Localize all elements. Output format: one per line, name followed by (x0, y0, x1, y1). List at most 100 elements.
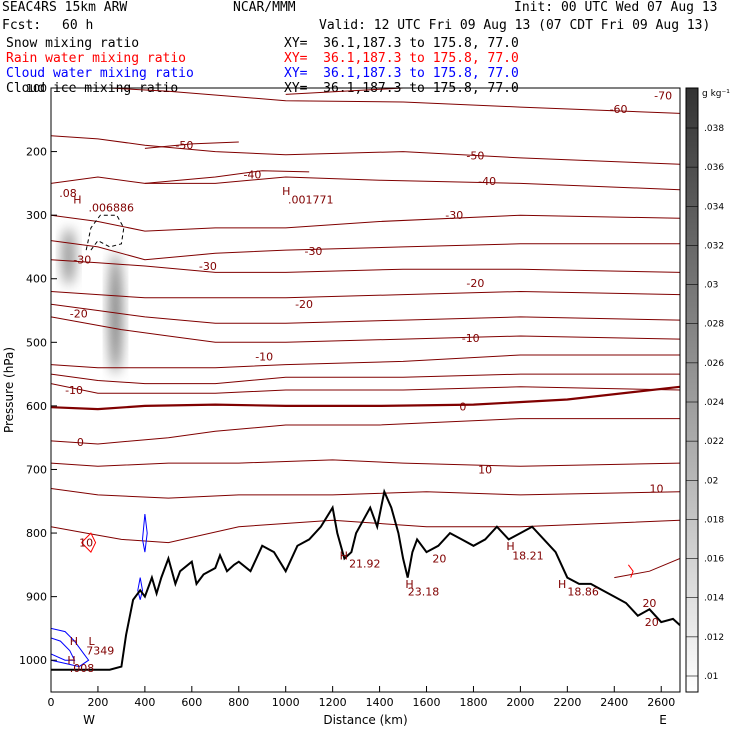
temperature-contour (100, 88, 680, 114)
y-tick-label: 100 (26, 82, 47, 95)
cloud-water-contour (142, 513, 148, 553)
colorbar-tick-label: .038 (704, 124, 724, 134)
field-xy-cloud-water: XY= 36.1,187.3 to 175.8, 77.0 (284, 66, 519, 81)
y-tick-label: 400 (26, 273, 47, 286)
y-tick-label: 900 (26, 591, 47, 604)
fcst-label: Fcst: (2, 18, 42, 33)
snow-contour (85, 214, 125, 251)
contour-label: 10 (478, 463, 492, 476)
contour-label: 0 (459, 401, 466, 414)
annotation-label: -30 (73, 254, 91, 267)
cloud-water-contour (137, 577, 144, 600)
x-tick-label: 1200 (319, 696, 347, 709)
annotation-label: .006886 (89, 202, 135, 215)
contour-label: -10 (462, 332, 480, 345)
annotation-label: H (70, 635, 78, 648)
valid-time: Valid: 12 UTC Fri 09 Aug 13 (07 CDT Fri … (319, 18, 711, 33)
colorbar-tick-label: .03 (704, 281, 718, 291)
temperature-contour (51, 316, 680, 343)
rain-contour (627, 564, 634, 578)
x-end-label-right: E (659, 713, 667, 727)
contour-label: 20 (642, 597, 656, 610)
colorbar-tick-label: .032 (704, 241, 724, 251)
x-tick-label: 2000 (506, 696, 534, 709)
temperature-contour (51, 176, 680, 191)
cloud-ice-shading (109, 253, 122, 375)
contour-label: -60 (610, 103, 628, 116)
x-tick-label: 1600 (413, 696, 441, 709)
annotation-label: 18.86 (567, 586, 599, 599)
annotation-label: H (282, 185, 290, 198)
temperature-contour (285, 88, 680, 95)
field-xy-rain: XY= 36.1,187.3 to 175.8, 77.0 (284, 51, 519, 66)
colorbar-tick-label: .014 (704, 594, 724, 604)
annotation-label: H (73, 193, 81, 206)
temperature-contour (51, 259, 680, 273)
annotation-label: 20 (432, 552, 446, 565)
colorbar-tick-label: .012 (704, 633, 724, 643)
contour-label: -20 (466, 277, 484, 290)
contour-label: -20 (70, 308, 88, 321)
temperature-contour (51, 385, 680, 411)
annotation-label: H (340, 549, 348, 562)
colorbar (685, 87, 699, 693)
annotation-label: H (506, 540, 514, 553)
contour-label: -10 (255, 350, 273, 363)
contour-label: -50 (466, 149, 484, 162)
contour-label: -30 (445, 209, 463, 222)
field-name-snow: Snow mixing ratio (6, 36, 140, 51)
temperature-contour (51, 459, 680, 467)
annotation-label: .001771 (288, 193, 334, 206)
annotation-label: H (67, 654, 75, 667)
temperature-contour (144, 170, 310, 184)
annotation-label: 7349 (86, 645, 114, 658)
x-tick-label: 1800 (459, 696, 487, 709)
field-xy-snow: XY= 36.1,187.3 to 175.8, 77.0 (284, 36, 519, 51)
y-tick-label: 300 (26, 209, 47, 222)
x-tick-label: 2600 (647, 696, 675, 709)
terrain-line (51, 488, 680, 671)
colorbar-tick-label: .016 (704, 555, 724, 565)
annotation-label: 18.21 (512, 549, 544, 562)
temperature-contour (51, 418, 680, 445)
x-tick-label: 1000 (272, 696, 300, 709)
colorbar-tick-label: .034 (704, 202, 724, 212)
contour-label: -30 (199, 260, 217, 273)
temperature-contour (51, 354, 680, 369)
annotation-label: H (558, 578, 566, 591)
temperature-contour (614, 558, 680, 579)
contour-label: -10 (65, 384, 83, 397)
y-tick-label: 600 (26, 400, 47, 413)
cloud-water-contour (51, 627, 90, 668)
y-tick-label: 500 (26, 336, 47, 349)
temperature-contour (51, 240, 680, 261)
plot-frame (50, 87, 681, 693)
temperature-contour (51, 135, 680, 165)
contour-label: 10 (79, 537, 93, 550)
colorbar-tick-label: .026 (704, 359, 724, 369)
x-tick-label: 1400 (366, 696, 394, 709)
y-tick-label: 800 (26, 527, 47, 540)
cloud-water-contour (51, 637, 76, 661)
fcst-value: 60 h (62, 18, 94, 33)
temperature-contour (51, 373, 680, 385)
annotation-label: 23.18 (408, 586, 440, 599)
colorbar-tick-label: .022 (704, 437, 724, 447)
annotation-label: .008 (70, 662, 95, 675)
x-tick-label: 0 (48, 696, 55, 709)
contour-label: -40 (478, 175, 496, 188)
annotation-label: .08 (59, 187, 77, 200)
y-tick-label: 200 (26, 146, 47, 159)
colorbar-unit: g kg⁻¹ (702, 89, 730, 99)
org-label: NCAR/MMM (233, 0, 296, 15)
y-tick-label: 1000 (19, 654, 47, 667)
colorbar-tick-label: .01 (704, 672, 718, 682)
x-axis-label: Distance (km) (323, 713, 407, 727)
temperature-contour (51, 214, 680, 232)
x-tick-label: 2400 (600, 696, 628, 709)
contour-label: -20 (295, 298, 313, 311)
temperature-contour (51, 488, 680, 499)
temperature-contour (144, 141, 239, 149)
contour-label: -50 (175, 139, 193, 152)
